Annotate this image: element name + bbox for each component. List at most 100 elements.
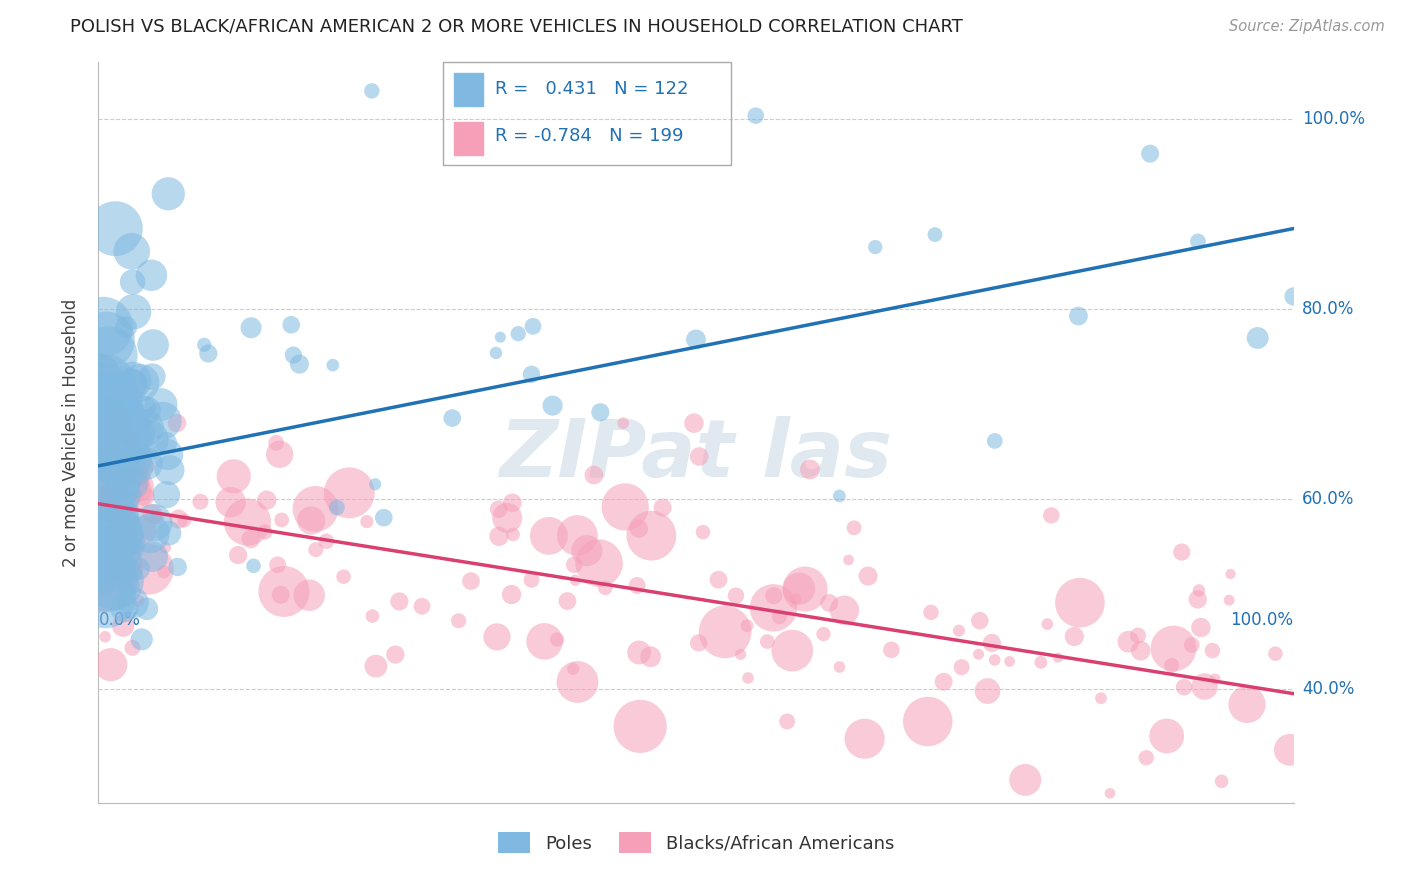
Point [239,532,262,546]
Point [122,458,145,473]
Point [91,429,114,443]
Point [118,572,141,586]
Point [104,503,127,517]
Point [107,484,129,499]
Point [364,477,387,491]
Point [880,643,903,657]
Point [1194,680,1216,694]
Point [131,632,153,647]
Point [950,660,973,674]
Point [1126,628,1149,642]
Point [1181,638,1204,652]
Point [627,522,650,536]
Point [280,318,302,332]
Point [562,558,585,572]
Point [768,609,790,624]
Point [118,434,141,449]
Point [166,560,188,574]
Y-axis label: 2 or more Vehicles in Household: 2 or more Vehicles in Household [62,299,80,566]
Point [384,648,406,662]
Point [932,674,955,689]
Point [121,374,143,388]
Text: 40.0%: 40.0% [1302,680,1354,698]
Point [155,541,177,555]
Point [111,433,134,447]
Point [692,525,714,540]
Point [485,346,508,360]
Point [115,408,138,422]
Point [326,500,349,515]
Point [818,596,841,610]
Point [115,320,138,334]
Point [270,513,292,527]
Point [127,426,149,441]
Point [97,480,120,494]
Point [782,643,804,657]
Point [91,550,114,565]
Point [612,416,634,430]
Point [1218,593,1240,607]
Point [114,409,136,423]
Point [91,495,114,509]
Point [976,684,998,698]
Point [121,244,143,259]
Point [270,588,292,602]
Point [128,467,150,482]
Point [688,636,710,650]
Point [562,662,585,676]
Point [240,320,263,334]
Point [89,579,111,593]
Point [980,636,1002,650]
Point [105,526,128,541]
Point [501,588,523,602]
Point [91,484,114,499]
Point [122,477,145,491]
Point [799,462,821,476]
Point [730,648,752,662]
Point [173,514,195,528]
Point [222,469,245,483]
Point [91,320,114,334]
Point [1046,650,1069,665]
Point [98,525,121,540]
Point [94,591,117,605]
Point [190,495,212,509]
Point [1029,656,1052,670]
Point [97,544,120,558]
Point [1063,630,1085,644]
Point [98,533,121,548]
Point [105,469,128,483]
Point [90,552,112,566]
Point [112,552,135,566]
Point [1129,644,1152,658]
Point [520,573,543,587]
Point [122,377,145,392]
Point [1171,545,1194,559]
Point [640,649,662,664]
Text: Source: ZipAtlas.com: Source: ZipAtlas.com [1229,20,1385,34]
Point [155,436,177,450]
Point [488,502,510,516]
Point [93,532,115,546]
Point [1247,331,1270,345]
Point [156,448,179,462]
Text: 100.0%: 100.0% [1230,611,1294,629]
Point [756,634,779,648]
Point [197,346,219,360]
Point [264,435,287,450]
Point [707,573,730,587]
Point [236,515,259,529]
Point [104,221,127,235]
Point [714,624,737,639]
Point [97,348,120,362]
Point [89,416,111,430]
Point [112,600,135,615]
Point [97,463,120,477]
Point [834,603,856,617]
Point [100,489,122,503]
Text: ZIPat las: ZIPat las [499,416,893,494]
Text: 0.0%: 0.0% [98,611,141,629]
Point [567,675,589,690]
Point [103,573,125,587]
Point [108,431,131,445]
